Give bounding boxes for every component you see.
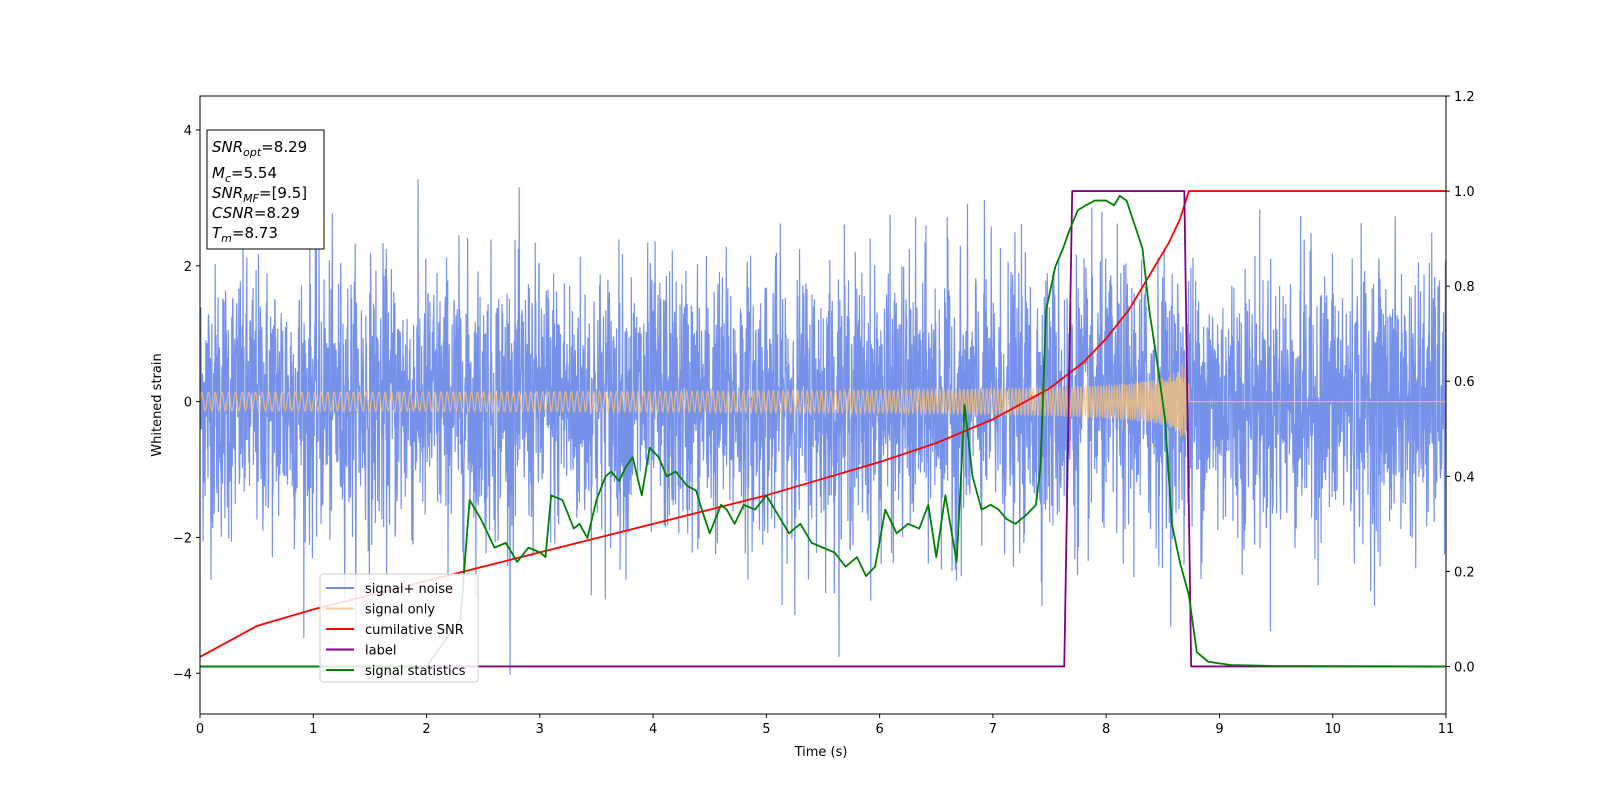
x-axis-title: Time (s) <box>794 745 848 760</box>
y-right-tick-label: 0.0 <box>1454 660 1475 675</box>
y-right-tick-label: 0.2 <box>1454 565 1475 580</box>
info-snr-opt: SNRopt=8.29 <box>212 138 307 159</box>
y-left-tick-label: 4 <box>184 124 192 139</box>
legend-label: signal+ noise <box>365 582 453 597</box>
series-line-label <box>200 190 1446 668</box>
x-tick-label: 2 <box>422 722 430 737</box>
series-line-signal-noise <box>200 179 1446 675</box>
legend-label: cumilative SNR <box>365 623 464 638</box>
y-right-tick-label: 0.8 <box>1454 280 1475 295</box>
x-tick-label: 6 <box>875 722 883 737</box>
y-left-tick-label: 2 <box>184 260 192 275</box>
y-left-tick-label: −2 <box>173 531 192 546</box>
y-right-tick-label: 0.6 <box>1454 375 1475 390</box>
x-tick-label: 8 <box>1102 722 1110 737</box>
legend-label: signal only <box>365 603 435 618</box>
y-right-tick-label: 1.2 <box>1454 90 1475 105</box>
info-box-frame <box>206 129 325 250</box>
y-right-tick-label: 0.4 <box>1454 470 1475 485</box>
legend: signal+ noise signal only cumilative SNR la… <box>319 573 479 683</box>
x-tick-label: 10 <box>1324 722 1341 737</box>
series-line-signal-only <box>200 352 1446 437</box>
y-axis-left: 4 2 0 −2 −4 <box>173 124 200 682</box>
plot-frame <box>199 95 1447 715</box>
legend-label: label <box>365 644 396 659</box>
x-axis: 0 1 2 3 4 5 6 7 8 9 10 11 <box>196 714 1454 737</box>
y-left-tick-label: 0 <box>184 396 192 411</box>
legend-label: signal statistics <box>365 664 466 679</box>
y-axis-right: 1.2 1.0 0.8 0.6 0.4 0.2 0.0 <box>1446 90 1475 675</box>
info-snr-mf: SNRMF=[9.5] <box>212 184 307 205</box>
x-tick-label: 11 <box>1438 722 1455 737</box>
info-box: SNRopt=8.29 Mc=5.54 SNRMF=[9.5] CSNR=8.2… <box>206 129 325 250</box>
x-tick-label: 0 <box>196 722 204 737</box>
x-tick-label: 3 <box>536 722 544 737</box>
info-csnr: CSNR=8.29 <box>212 204 300 222</box>
y-right-tick-label: 1.0 <box>1454 185 1475 200</box>
x-tick-label: 1 <box>309 722 317 737</box>
x-tick-label: 7 <box>989 722 997 737</box>
y-axis-title: Whitened strain <box>150 353 165 456</box>
x-tick-label: 4 <box>649 722 657 737</box>
series-line-signal-statistics <box>200 194 1446 668</box>
info-tm: Tm=8.73 <box>212 224 278 245</box>
y-left-tick-label: −4 <box>173 667 192 682</box>
x-tick-label: 9 <box>1215 722 1223 737</box>
info-mc: Mc=5.54 <box>212 164 277 185</box>
legend-frame <box>319 573 479 683</box>
x-tick-label: 5 <box>762 722 770 737</box>
